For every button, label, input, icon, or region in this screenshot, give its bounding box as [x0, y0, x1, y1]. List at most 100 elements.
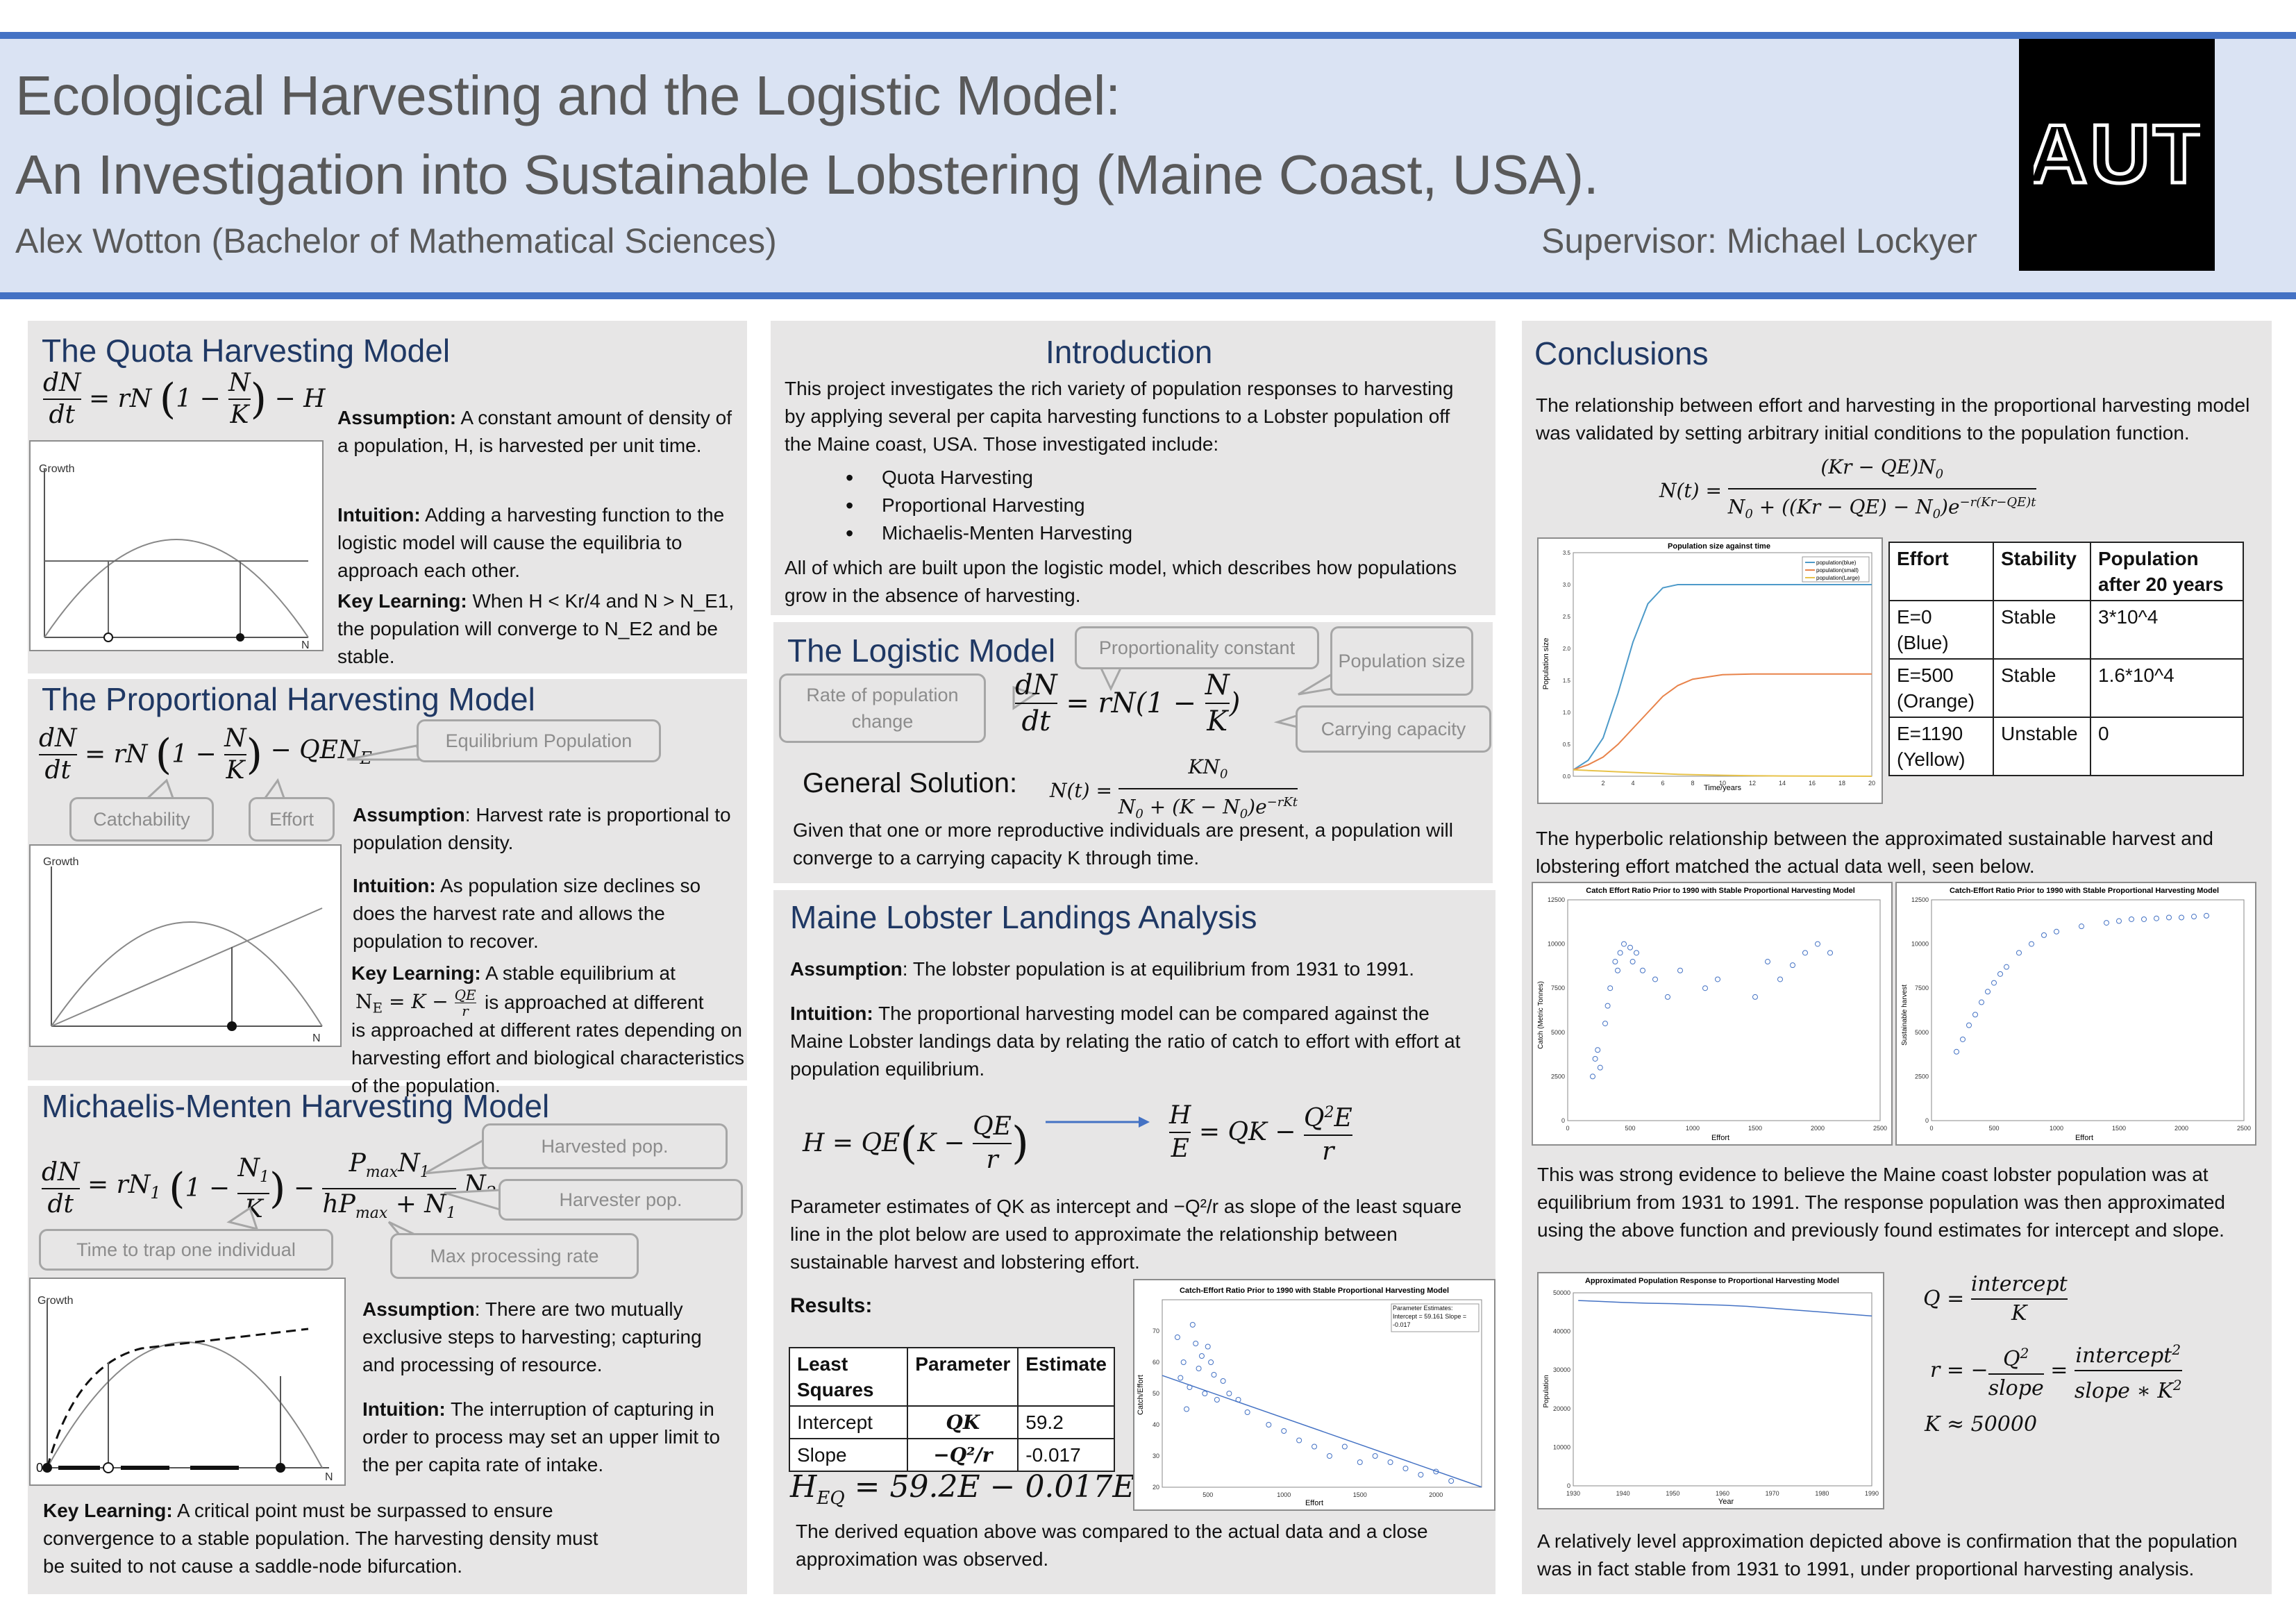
catch1-xtick: 1000: [1686, 1125, 1700, 1132]
chart-response-ylabel: Population: [1543, 1375, 1550, 1407]
maine-assumption: Assumption: The lobster population is at…: [790, 958, 1415, 980]
chart-response-xlabel: Year: [1718, 1498, 1734, 1506]
chart-catch1: Catch Effort Ratio Prior to 1990 with St…: [1532, 882, 1893, 1146]
catch1-point: [1640, 967, 1645, 973]
maine-arrow: [1046, 1116, 1150, 1128]
popsize-ytick: 2.0: [1563, 646, 1571, 652]
maine-th-parameter: Parameter: [907, 1347, 1019, 1407]
mm-heading: Michaelis-Menten Harvesting Model: [42, 1088, 550, 1124]
concl-td-e0-stab: Stable: [1993, 600, 2091, 660]
catch2-point: [2179, 914, 2184, 921]
ratio-xtick: 500: [1203, 1491, 1213, 1498]
proportional-key-text-2: is approached at different rates dependi…: [351, 1019, 745, 1096]
maine-td-slope-value: -0.017: [1017, 1438, 1115, 1472]
catch1-point: [1652, 976, 1658, 982]
popsize-series-line: [1573, 769, 1872, 777]
chart-catch1-marks: 0 500 1000 1500 2000 2500 0 2500 5000 7500 10000 12…: [1548, 896, 1887, 1132]
catch1-xtick: 0: [1566, 1125, 1569, 1132]
ratio-ytick: 50: [1153, 1390, 1159, 1397]
ratio-point: [1196, 1366, 1202, 1371]
catch1-point: [1604, 1003, 1611, 1009]
ratio-point: [1387, 1459, 1393, 1465]
ratio-point: [1202, 1391, 1208, 1396]
popsize-ytick: 1.0: [1563, 710, 1571, 716]
chart-ratio-marks: 500 1000 1500 2000 20 30 40 50 60 70: [1153, 1322, 1482, 1498]
catch1-point: [1612, 959, 1618, 965]
intro-list: Quota Harvesting Proportional Harvesting…: [833, 464, 1250, 547]
proportional-intuition: Intuition: As population size declines s…: [353, 875, 701, 952]
response-xtick: 1930: [1566, 1490, 1580, 1497]
quota-key-learning: Key Learning: When H < Kr/4 and N > N_E1…: [337, 590, 735, 667]
catch1-point: [1665, 994, 1670, 1000]
catch1-ytick: 7500: [1551, 985, 1565, 991]
catch1-axes: [1567, 899, 1881, 1121]
catch1-xtick: 2000: [1811, 1125, 1825, 1132]
proportional-heading: The Proportional Harvesting Model: [42, 681, 535, 717]
catch1-point: [1629, 959, 1636, 965]
catch1-point: [1597, 1064, 1603, 1071]
legend-small: population(small): [1816, 567, 1859, 574]
ratio-fit-line: [1162, 1375, 1482, 1488]
callout-carrying-capacity: Carrying capacity: [1296, 705, 1491, 753]
catch2-ytick: 12500: [1911, 896, 1929, 903]
response-xtick: 1940: [1616, 1490, 1630, 1497]
chart-ratio-ylabel: Catch/Effort: [1137, 1375, 1145, 1415]
ratio-ytick: 40: [1153, 1421, 1159, 1428]
popsize-xtick: 2: [1601, 780, 1604, 787]
response-ytick: 20000: [1553, 1405, 1570, 1412]
catch2-ytick: 2500: [1915, 1073, 1929, 1080]
chart-ratio-note-box: [1391, 1303, 1480, 1332]
catch2-ytick: 5000: [1915, 1029, 1929, 1036]
catch2-xtick: 500: [1988, 1125, 1999, 1132]
concl-td-e0: E=0 (Blue): [1888, 600, 1994, 660]
catch1-point: [1590, 1073, 1595, 1080]
maine-td-intercept: Intercept: [788, 1405, 909, 1439]
response-ytick: 30000: [1553, 1366, 1570, 1373]
conclusions-heading: Conclusions: [1534, 335, 1709, 371]
response-ytick: 0: [1567, 1482, 1570, 1489]
header-bottom-rule: [0, 292, 2296, 299]
chart-response-title: Approximated Population Response to Prop…: [1585, 1277, 1839, 1285]
catch2-point: [2116, 918, 2122, 924]
logistic-heading: The Logistic Model: [787, 633, 1056, 669]
catch1-point: [1617, 950, 1623, 956]
chart-ratio-xlabel: Effort: [1305, 1499, 1323, 1507]
ratio-point: [1180, 1359, 1187, 1365]
catch2-point: [2029, 941, 2034, 947]
popsize-ytick: 0.0: [1563, 773, 1571, 780]
callout-max-processing: Max processing rate: [390, 1233, 639, 1279]
catch2-xtick: 1500: [2112, 1125, 2126, 1132]
poster-header: Ecological Harvesting and the Logistic M…: [0, 39, 2296, 292]
popsize-xtick: 18: [1838, 780, 1845, 787]
intro-text-2: All of which are built upon the logistic…: [785, 557, 1457, 606]
chart-popsize-xlabel: Time/years: [1704, 784, 1741, 792]
catch2-ytick: 0: [1925, 1117, 1929, 1124]
supervisor: Supervisor: Michael Lockyer: [1541, 221, 1978, 260]
catch1-point: [1595, 1047, 1601, 1053]
maine-final-text: The derived equation above was compared …: [796, 1521, 1428, 1570]
title-line-1: Ecological Harvesting and the Logistic M…: [15, 65, 1121, 126]
chart-popsize: Population size against time Time/years …: [1537, 537, 1883, 804]
popsize-xtick: 14: [1779, 780, 1786, 787]
catch1-point: [1602, 1021, 1608, 1027]
ratio-point: [1198, 1353, 1205, 1359]
popsize-xtick: 20: [1868, 780, 1875, 787]
title-line-2: An Investigation into Sustainable Lobste…: [15, 144, 1599, 206]
catch1-point: [1607, 985, 1614, 991]
catch1-ytick: 0: [1561, 1117, 1565, 1124]
maine-th-estimate: Estimate: [1017, 1347, 1115, 1407]
chart-ratio-svg: Catch-Effort Ratio Prior to 1990 with St…: [1137, 1287, 1482, 1507]
response-xtick: 1980: [1815, 1490, 1829, 1497]
catch1-point: [1752, 994, 1758, 1000]
ratio-point: [1266, 1422, 1272, 1428]
popsize-xtick: 12: [1749, 780, 1756, 787]
proportional-key-equation: NE = K − QE r: [355, 987, 476, 1019]
catch1-point: [1815, 941, 1820, 947]
chart-catch2-xlabel: Effort: [2075, 1134, 2093, 1142]
ratio-point: [1418, 1472, 1424, 1477]
chart-catch1-svg: Catch Effort Ratio Prior to 1990 with St…: [1537, 887, 1887, 1142]
ratio-point: [1296, 1437, 1302, 1443]
intro-item-mm: Michaelis-Menten Harvesting: [833, 519, 1250, 547]
